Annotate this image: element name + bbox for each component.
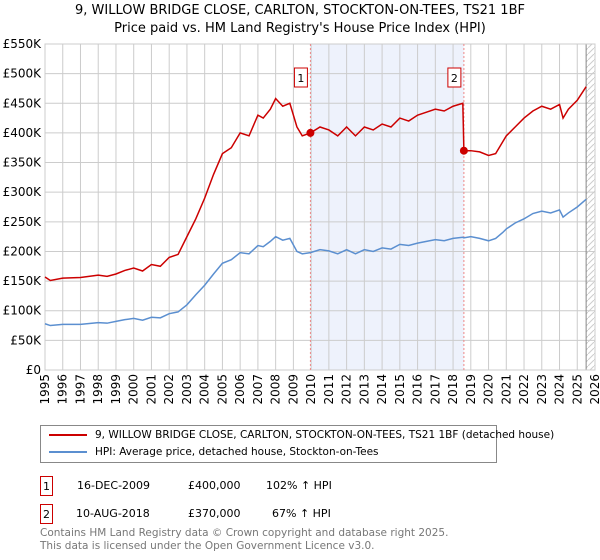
sale-badge: 1 bbox=[40, 476, 53, 496]
y-tick-label: £100K bbox=[3, 304, 43, 318]
x-tick-label: 1998 bbox=[91, 374, 105, 405]
sale-badge: 2 bbox=[40, 504, 53, 524]
x-tick-label: 2020 bbox=[482, 374, 496, 405]
title-line: 9, WILLOW BRIDGE CLOSE, CARLTON, STOCKTO… bbox=[75, 3, 525, 18]
legend-label: HPI: Average price, detached house, Stoc… bbox=[95, 446, 379, 458]
x-tick-label: 2014 bbox=[375, 374, 389, 405]
blue-line-icon bbox=[49, 451, 87, 453]
sale-label: 1 bbox=[297, 72, 304, 85]
sale-hpi: 102% ↑ HPI bbox=[266, 479, 332, 492]
x-tick-label: 2015 bbox=[393, 374, 407, 405]
x-tick-label: 2012 bbox=[340, 374, 354, 405]
y-tick-label: £500K bbox=[3, 67, 43, 81]
x-tick-label: 2011 bbox=[322, 374, 336, 405]
x-tick-label: 2021 bbox=[499, 374, 513, 405]
y-tick-label: £550K bbox=[3, 37, 43, 51]
x-tick-label: 2023 bbox=[535, 374, 549, 405]
x-tick-label: 2004 bbox=[198, 374, 212, 405]
hpi-line bbox=[44, 198, 587, 327]
y-tick-label: £450K bbox=[3, 96, 43, 110]
sale-label-box bbox=[447, 67, 462, 88]
sale-label-box bbox=[293, 67, 308, 88]
chart-title: 9, WILLOW BRIDGE CLOSE, CARLTON, STOCKTO… bbox=[0, 2, 600, 38]
price-chart: £0 £50K £100K £150K £200K £250K £300K £350K £400… bbox=[3, 37, 600, 405]
sale-point bbox=[459, 146, 468, 155]
price-line bbox=[44, 86, 587, 282]
y-tick-label: £50K bbox=[10, 333, 42, 347]
x-tick-label: 2025 bbox=[570, 374, 584, 405]
footer-line: Contains HM Land Registry data © Crown c… bbox=[40, 527, 449, 539]
y-tick-label: £0 bbox=[26, 363, 41, 377]
sale-period-shade bbox=[310, 44, 464, 370]
x-tick-label: 1999 bbox=[109, 374, 123, 405]
x-tick-label: 2005 bbox=[215, 374, 229, 405]
x-tick-label: 2016 bbox=[411, 374, 425, 405]
footer: Contains HM Land Registry data © Crown c… bbox=[40, 527, 448, 553]
footer-line: This data is licensed under the Open Gov… bbox=[40, 540, 375, 552]
x-tick-label: 2024 bbox=[553, 374, 567, 405]
sale-label: 2 bbox=[451, 72, 458, 85]
x-tick-label: 2019 bbox=[464, 374, 478, 405]
sale-date: 16-DEC-2009 bbox=[77, 479, 151, 492]
y-tick-label: £200K bbox=[3, 244, 43, 258]
x-tick-label: 2006 bbox=[233, 374, 247, 405]
legend-item-hpi: HPI: Average price, detached house, Stoc… bbox=[49, 444, 379, 461]
x-tick-label: 2001 bbox=[144, 374, 158, 405]
x-tick-label: 2003 bbox=[180, 374, 194, 405]
sale-price: £400,000 bbox=[188, 479, 241, 492]
y-tick-label: £150K bbox=[3, 274, 43, 288]
x-tick-label: 1995 bbox=[38, 374, 52, 405]
sale-hpi: 67% ↑ HPI bbox=[272, 507, 331, 520]
legend-item-property: 9, WILLOW BRIDGE CLOSE, CARLTON, STOCKTO… bbox=[49, 427, 554, 444]
x-tick-label: 2009 bbox=[286, 374, 300, 405]
x-tick-label: 2000 bbox=[127, 374, 141, 405]
red-line-icon bbox=[49, 434, 87, 436]
plot-border bbox=[44, 43, 596, 371]
sale-date: 10-AUG-2018 bbox=[76, 507, 150, 520]
x-tick-label: 2013 bbox=[357, 374, 371, 405]
x-tick-label: 2008 bbox=[269, 374, 283, 405]
legend-label: 9, WILLOW BRIDGE CLOSE, CARLTON, STOCKTO… bbox=[95, 429, 555, 441]
x-tick-label: 1997 bbox=[73, 374, 87, 405]
y-tick-label: £250K bbox=[3, 215, 43, 229]
x-tick-label: 2018 bbox=[446, 374, 460, 405]
x-tick-label: 2002 bbox=[162, 374, 176, 405]
y-tick-label: £350K bbox=[3, 156, 43, 170]
y-tick-label: £400K bbox=[3, 126, 43, 140]
y-tick-label: £300K bbox=[3, 185, 43, 199]
x-tick-label: 2026 bbox=[588, 374, 600, 405]
subtitle-line: Price paid vs. HM Land Registry's House … bbox=[114, 21, 486, 36]
sale-point bbox=[306, 128, 315, 137]
x-tick-label: 2010 bbox=[304, 374, 318, 405]
sale-price: £370,000 bbox=[188, 507, 241, 520]
hatched-region bbox=[586, 44, 595, 370]
legend: 9, WILLOW BRIDGE CLOSE, CARLTON, STOCKTO… bbox=[40, 425, 554, 463]
x-tick-label: 2022 bbox=[517, 374, 531, 405]
x-tick-label: 2017 bbox=[428, 374, 442, 405]
x-tick-label: 1996 bbox=[56, 374, 70, 405]
x-tick-label: 2007 bbox=[251, 374, 265, 405]
